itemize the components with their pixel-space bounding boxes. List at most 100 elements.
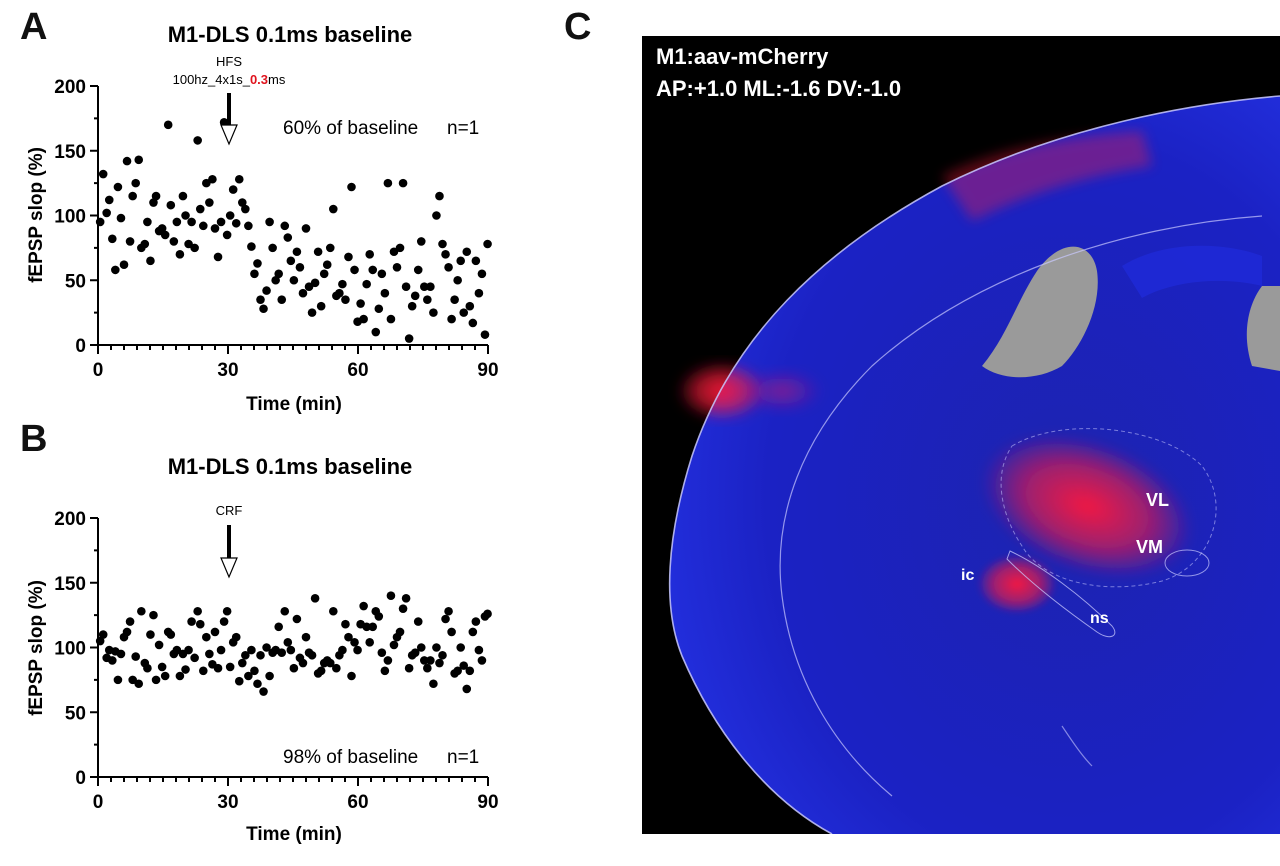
data-point <box>166 200 176 210</box>
data-point <box>208 174 217 184</box>
data-point <box>247 242 256 251</box>
data-point <box>116 649 126 659</box>
y-tick-label: 100 <box>54 639 86 660</box>
data-point <box>307 308 317 317</box>
data-point <box>456 256 466 266</box>
data-point <box>319 269 329 279</box>
data-point <box>359 601 368 611</box>
data-point <box>234 174 244 184</box>
data-points <box>95 591 492 696</box>
data-point <box>350 638 359 647</box>
data-point <box>199 666 208 676</box>
data-point <box>362 279 371 289</box>
data-point <box>420 656 429 665</box>
y-tick-label: 200 <box>54 509 86 530</box>
data-point <box>283 233 293 242</box>
sublabel-part-1: 100hz_4x1s_ <box>173 72 251 87</box>
summary-text: 60% of baseline <box>283 118 418 139</box>
data-point <box>416 643 426 652</box>
chart-b: M1-DLS 0.1ms baseline 0 50 100 150 200 0 30 60… <box>26 454 499 845</box>
data-point <box>181 211 190 220</box>
data-point <box>122 627 132 637</box>
data-point <box>371 327 381 337</box>
region-label-vl: VL <box>1146 490 1169 510</box>
data-point <box>347 182 356 192</box>
data-point <box>210 224 220 233</box>
data-point <box>432 211 441 220</box>
data-point <box>398 178 408 188</box>
data-point <box>253 259 262 268</box>
data-point <box>374 612 384 621</box>
data-point <box>368 265 378 275</box>
data-point <box>193 136 202 145</box>
data-point <box>298 658 308 668</box>
data-point <box>380 288 390 298</box>
data-point <box>199 221 208 231</box>
y-tick-label: 200 <box>54 77 86 98</box>
data-point <box>131 652 140 661</box>
data-point <box>265 217 274 227</box>
data-point <box>383 178 393 188</box>
data-point <box>413 617 423 626</box>
region-label-ic: ic <box>961 567 974 584</box>
data-point <box>286 645 296 655</box>
y-axis-label: fEPSP slop (%) <box>26 580 47 716</box>
annotation-label: CRF <box>216 503 243 518</box>
data-point <box>172 217 182 227</box>
data-point <box>332 663 341 673</box>
data-point <box>344 632 353 642</box>
data-point <box>143 663 152 673</box>
brain-tissue <box>669 96 1280 834</box>
data-point <box>465 301 475 311</box>
data-point <box>134 155 144 165</box>
data-point <box>368 622 378 632</box>
summary-text: 98% of baseline <box>283 747 418 768</box>
data-point <box>380 666 390 676</box>
x-tick-label: 0 <box>93 792 104 813</box>
data-point <box>108 234 117 244</box>
data-point <box>356 299 365 308</box>
data-point <box>283 638 293 647</box>
data-point <box>277 295 287 304</box>
data-point <box>435 191 444 201</box>
data-point <box>401 282 411 292</box>
data-point <box>146 256 155 266</box>
data-point <box>441 250 450 259</box>
data-point <box>386 591 396 600</box>
annotation-crf: CRF <box>216 503 243 579</box>
data-point <box>347 671 356 681</box>
data-point <box>465 666 475 676</box>
data-point <box>262 643 271 652</box>
annotation-arrow-head <box>220 124 238 146</box>
data-point <box>268 243 277 253</box>
thalamus-signal <box>981 434 1193 578</box>
data-point <box>134 679 144 689</box>
data-point <box>426 656 435 665</box>
data-point <box>325 243 335 253</box>
data-point <box>423 663 432 673</box>
data-point <box>292 247 302 257</box>
data-point <box>253 679 262 689</box>
data-point <box>277 648 287 657</box>
data-point <box>125 617 135 626</box>
data-point <box>244 221 253 231</box>
data-point <box>301 224 311 233</box>
data-points <box>95 117 492 343</box>
y-tick-label: 0 <box>75 336 86 357</box>
y-tick-label: 100 <box>54 207 86 228</box>
data-point <box>213 663 223 673</box>
data-point <box>280 221 290 231</box>
data-point <box>149 610 158 620</box>
data-point <box>187 217 196 227</box>
data-point <box>426 282 435 292</box>
data-point <box>228 185 238 194</box>
data-point <box>416 237 426 246</box>
data-point <box>160 671 170 681</box>
data-point <box>350 265 359 275</box>
data-point <box>322 260 332 270</box>
data-point <box>119 260 129 270</box>
data-point <box>474 288 484 298</box>
data-point <box>295 263 305 272</box>
data-point <box>423 295 432 304</box>
data-point <box>468 318 478 328</box>
